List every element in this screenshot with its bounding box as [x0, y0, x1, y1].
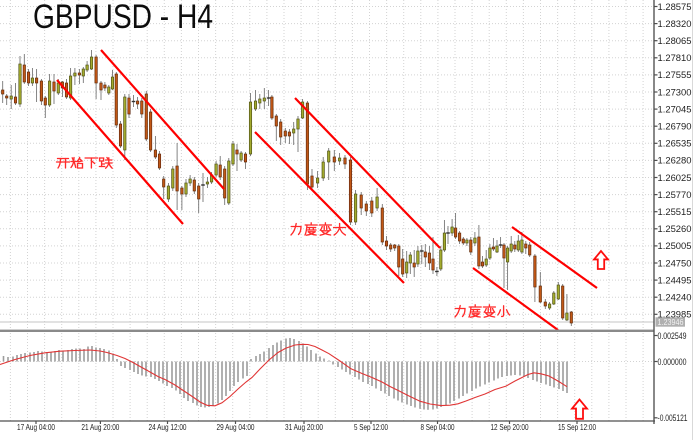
svg-text:1.25770: 1.25770 — [658, 190, 692, 200]
svg-text:1.24240: 1.24240 — [658, 293, 692, 303]
svg-text:GBPUSD - H4: GBPUSD - H4 — [33, 0, 213, 36]
svg-text:1.24495: 1.24495 — [658, 275, 692, 285]
svg-text:1.24750: 1.24750 — [658, 258, 692, 268]
svg-text:1.27810: 1.27810 — [658, 53, 692, 63]
svg-text:24 Aug 12:00: 24 Aug 12:00 — [149, 422, 187, 432]
svg-text:1.26280: 1.26280 — [658, 156, 692, 166]
svg-text:17 Aug 04:00: 17 Aug 04:00 — [17, 422, 55, 432]
svg-text:1.28575: 1.28575 — [658, 2, 692, 12]
svg-text:-0.005121: -0.005121 — [658, 413, 688, 423]
svg-text:1.27045: 1.27045 — [658, 104, 692, 114]
svg-text:1.26025: 1.26025 — [658, 173, 692, 183]
svg-text:1.23985: 1.23985 — [658, 310, 692, 320]
svg-text:1.27300: 1.27300 — [658, 87, 692, 97]
svg-text:1.23946: 1.23946 — [658, 317, 684, 327]
svg-text:1.28065: 1.28065 — [658, 36, 692, 46]
svg-text:1.28320: 1.28320 — [658, 19, 692, 29]
svg-text:1.27555: 1.27555 — [658, 70, 692, 80]
svg-text:12 Sep 20:00: 12 Sep 20:00 — [491, 422, 529, 432]
svg-text:8 Sep 04:00: 8 Sep 04:00 — [421, 422, 455, 432]
svg-text:1.25260: 1.25260 — [658, 224, 692, 234]
svg-text:1.26790: 1.26790 — [658, 122, 692, 132]
svg-text:1.26535: 1.26535 — [658, 139, 692, 149]
svg-text:21 Aug 20:00: 21 Aug 20:00 — [81, 422, 119, 432]
svg-text:0.002549: 0.002549 — [658, 331, 687, 341]
svg-text:29 Aug 04:00: 29 Aug 04:00 — [217, 422, 255, 432]
svg-text:15 Sep 12:00: 15 Sep 12:00 — [558, 422, 596, 432]
svg-text:1.25515: 1.25515 — [658, 207, 692, 217]
svg-text:0.000000: 0.000000 — [658, 357, 687, 367]
svg-text:31 Aug 20:00: 31 Aug 20:00 — [285, 422, 323, 432]
svg-text:5 Sep 12:00: 5 Sep 12:00 — [354, 422, 388, 432]
svg-text:1.25005: 1.25005 — [658, 241, 692, 251]
